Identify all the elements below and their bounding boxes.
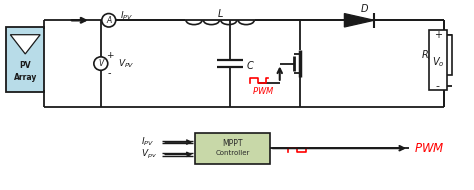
Text: -: -	[436, 81, 440, 91]
Bar	[195, 133, 270, 164]
Circle shape	[102, 13, 116, 27]
Text: +: +	[106, 51, 113, 60]
Text: PV: PV	[19, 61, 31, 70]
Text: Controller: Controller	[215, 150, 250, 156]
Text: $R_L$: $R_L$	[421, 48, 433, 62]
Text: A: A	[106, 16, 111, 25]
Polygon shape	[10, 35, 40, 54]
Polygon shape	[345, 13, 374, 27]
Text: -: -	[108, 68, 111, 78]
Text: V: V	[98, 59, 103, 68]
Text: $PWM$: $PWM$	[414, 142, 445, 155]
Text: $D$: $D$	[360, 2, 369, 14]
Bar	[436, 35, 452, 75]
Text: $C$: $C$	[246, 59, 255, 71]
Text: +: +	[434, 30, 442, 40]
Text: $L$: $L$	[217, 7, 224, 19]
Circle shape	[94, 57, 108, 70]
Text: $V_o$: $V_o$	[431, 55, 444, 69]
Text: $I_{PV}$: $I_{PV}$	[141, 136, 154, 148]
Text: Array: Array	[14, 73, 37, 82]
Text: $PWM$: $PWM$	[252, 85, 274, 96]
Bar	[429, 30, 447, 90]
Bar	[6, 27, 44, 92]
Text: MPPT: MPPT	[222, 139, 243, 148]
Text: $I_{PV}$: $I_{PV}$	[120, 9, 133, 22]
Text: $V_{PV}$: $V_{PV}$	[118, 57, 135, 70]
Text: $V_{pv}$: $V_{pv}$	[141, 148, 156, 161]
